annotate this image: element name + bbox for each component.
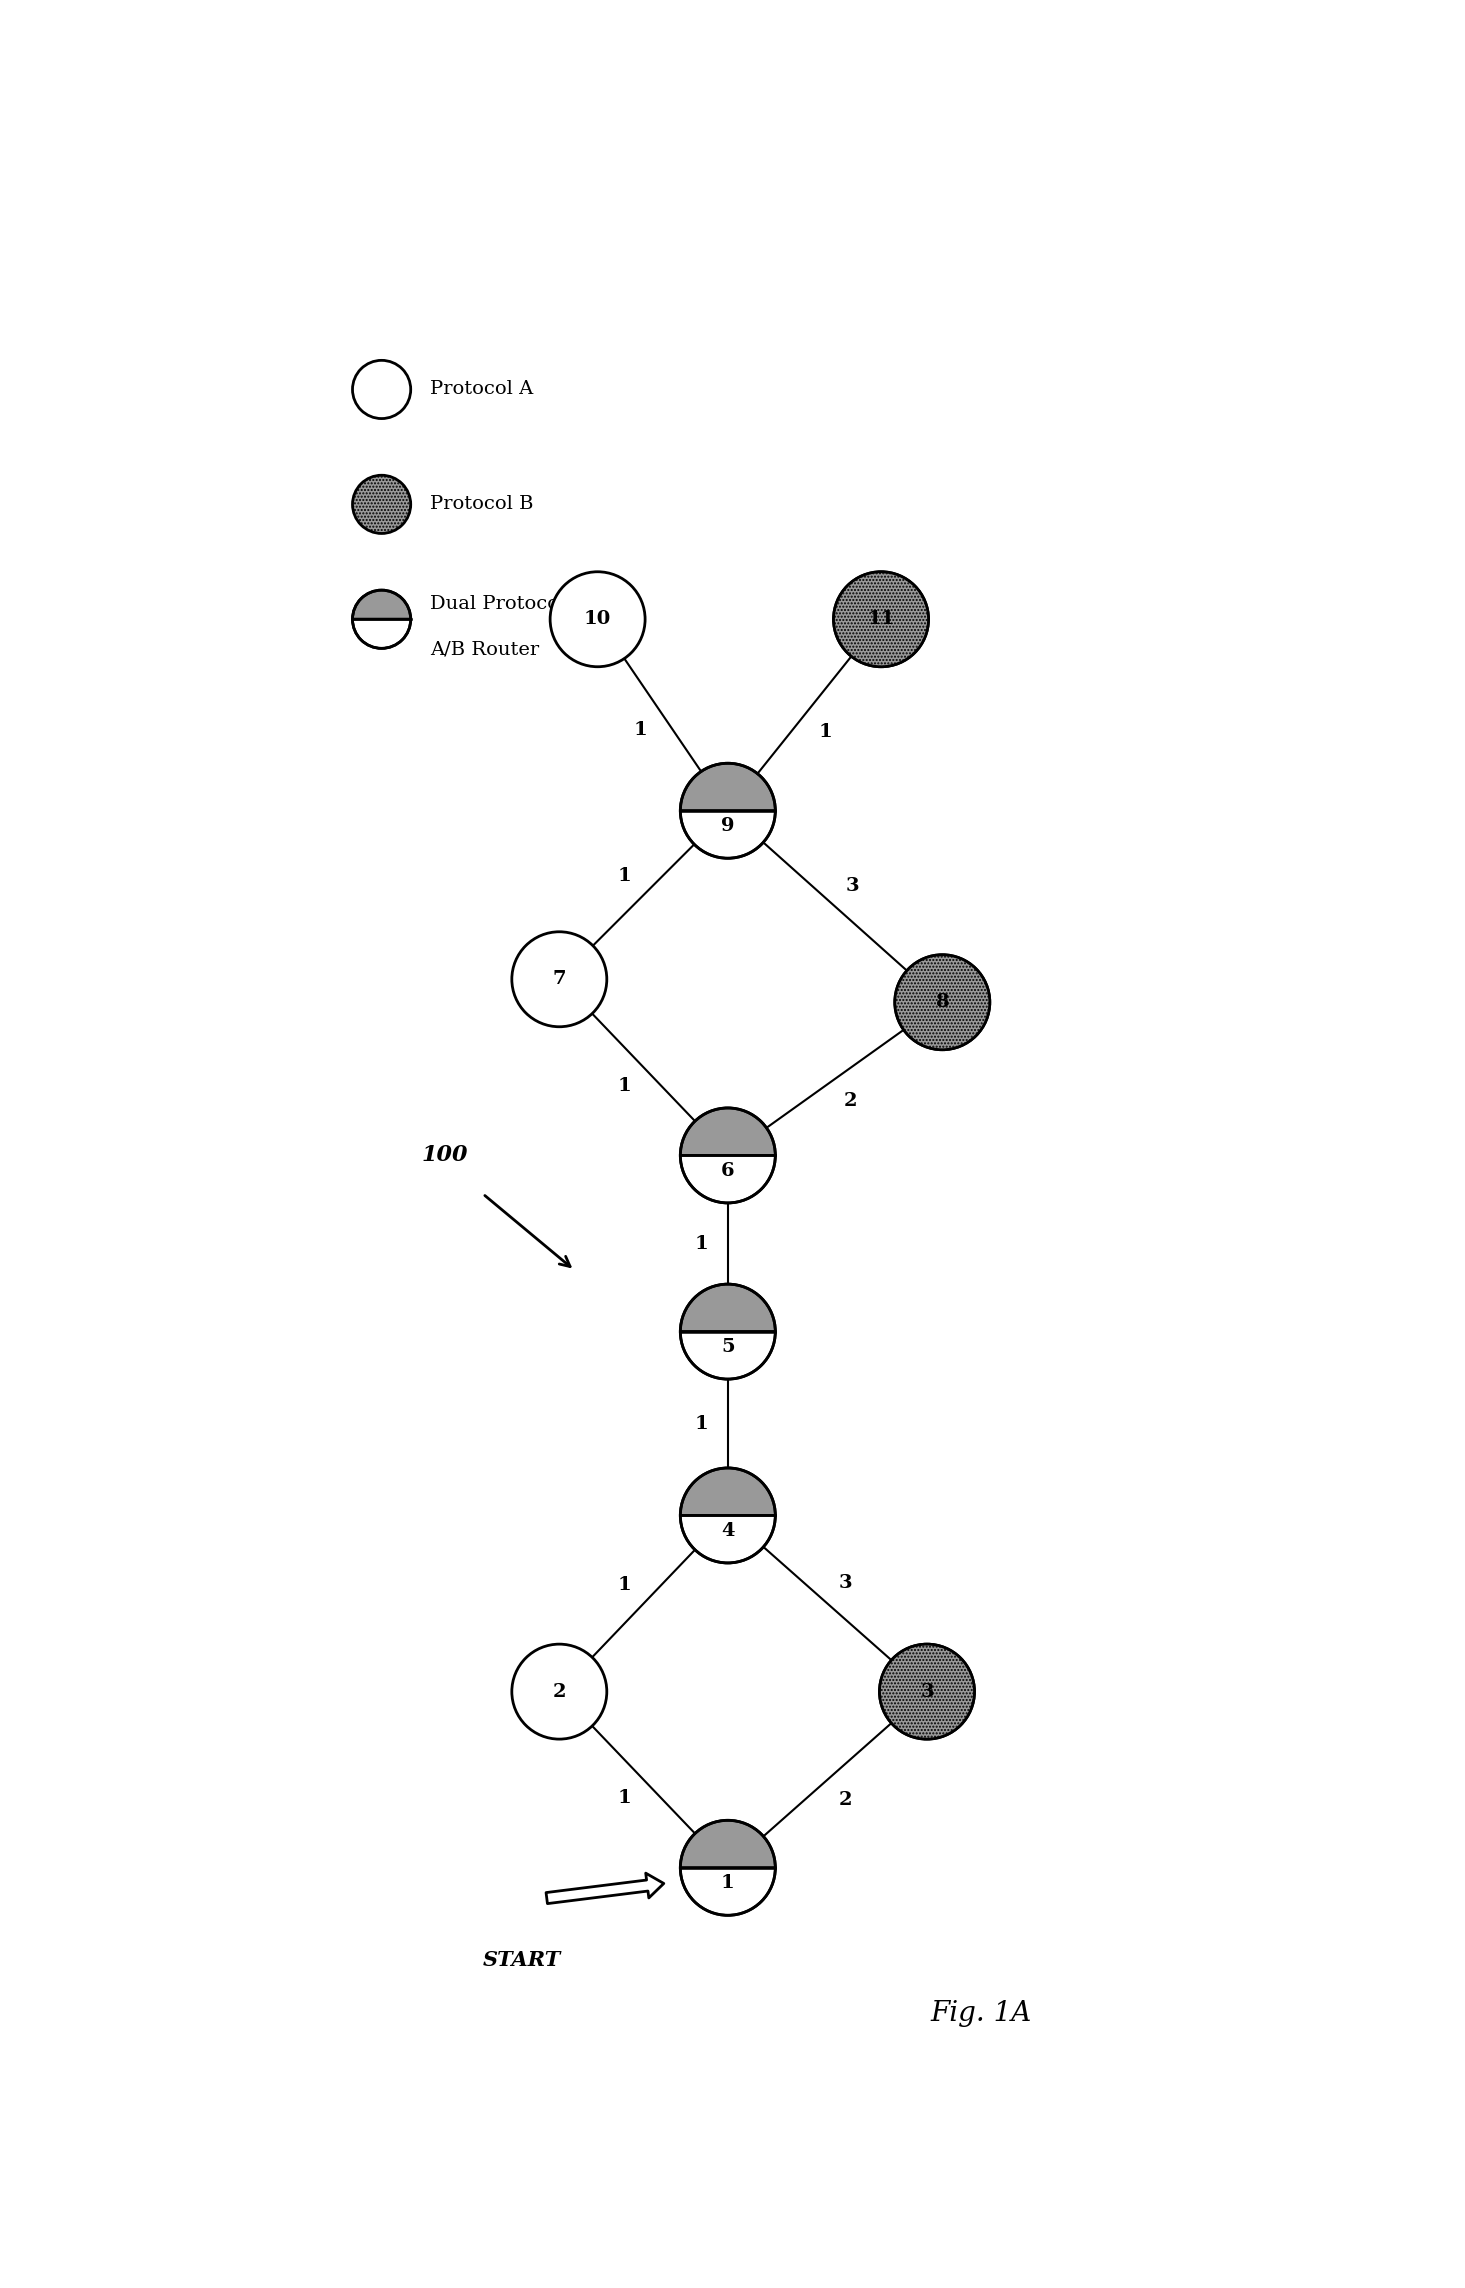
Text: 8: 8 bbox=[936, 993, 949, 1011]
Text: 6: 6 bbox=[721, 1162, 734, 1181]
Circle shape bbox=[511, 931, 607, 1027]
Wedge shape bbox=[680, 1332, 775, 1380]
Wedge shape bbox=[680, 1284, 775, 1332]
Circle shape bbox=[353, 476, 410, 533]
Circle shape bbox=[511, 1645, 607, 1739]
Text: Protocol B: Protocol B bbox=[429, 496, 533, 513]
Circle shape bbox=[834, 572, 929, 666]
Circle shape bbox=[551, 572, 645, 666]
Circle shape bbox=[353, 359, 410, 419]
Wedge shape bbox=[680, 764, 775, 810]
Text: 1: 1 bbox=[617, 1078, 631, 1096]
Text: 1: 1 bbox=[617, 1789, 631, 1808]
Text: 1: 1 bbox=[721, 1874, 735, 1892]
Wedge shape bbox=[680, 1821, 775, 1867]
Circle shape bbox=[879, 1645, 974, 1739]
Text: 2: 2 bbox=[552, 1682, 565, 1700]
Text: 3: 3 bbox=[838, 1574, 853, 1592]
Text: 5: 5 bbox=[721, 1338, 734, 1357]
Text: 1: 1 bbox=[634, 721, 648, 739]
Text: Dual Protocol: Dual Protocol bbox=[429, 595, 565, 613]
Wedge shape bbox=[680, 1107, 775, 1155]
Circle shape bbox=[895, 954, 990, 1050]
Circle shape bbox=[834, 572, 929, 666]
Wedge shape bbox=[353, 620, 410, 648]
Text: Protocol A: Protocol A bbox=[429, 380, 533, 398]
Text: 1: 1 bbox=[618, 867, 631, 885]
FancyArrowPatch shape bbox=[546, 1874, 664, 1904]
Text: 3: 3 bbox=[847, 879, 860, 895]
Text: A/B Router: A/B Router bbox=[429, 641, 539, 659]
Text: 11: 11 bbox=[867, 611, 895, 629]
Text: 2: 2 bbox=[838, 1792, 853, 1810]
Text: 10: 10 bbox=[585, 611, 611, 629]
Text: 3: 3 bbox=[920, 1682, 933, 1700]
Text: 1: 1 bbox=[694, 1414, 708, 1432]
Text: 2: 2 bbox=[844, 1091, 857, 1110]
Circle shape bbox=[879, 1645, 974, 1739]
Text: 1: 1 bbox=[819, 723, 832, 741]
Wedge shape bbox=[353, 590, 410, 620]
Text: 1: 1 bbox=[617, 1576, 631, 1595]
Wedge shape bbox=[680, 810, 775, 858]
Text: 100: 100 bbox=[422, 1144, 467, 1167]
Text: 7: 7 bbox=[552, 970, 565, 988]
Text: 4: 4 bbox=[721, 1522, 734, 1540]
Wedge shape bbox=[680, 1155, 775, 1203]
Text: Fig. 1A: Fig. 1A bbox=[930, 2000, 1031, 2027]
Wedge shape bbox=[680, 1469, 775, 1515]
Wedge shape bbox=[680, 1867, 775, 1915]
Text: 9: 9 bbox=[721, 817, 734, 835]
Circle shape bbox=[895, 954, 990, 1050]
Text: START: START bbox=[483, 1949, 561, 1970]
Wedge shape bbox=[680, 1515, 775, 1563]
Text: 1: 1 bbox=[694, 1236, 708, 1252]
